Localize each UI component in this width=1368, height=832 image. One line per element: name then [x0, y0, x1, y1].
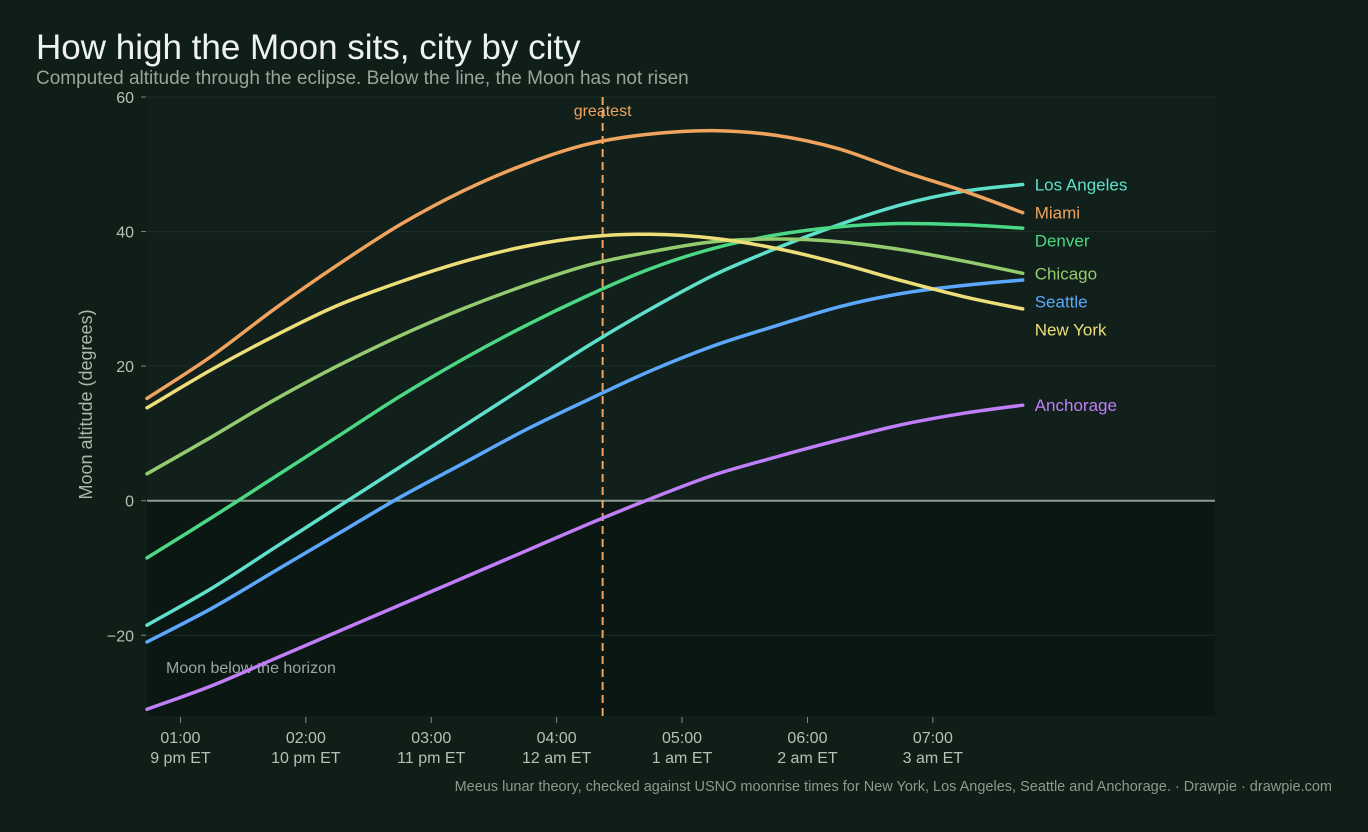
x-tick-label-utc: 05:00 — [662, 730, 702, 747]
series-label-chicago: Chicago — [1035, 264, 1097, 283]
x-tick-label-local: 12 am ET — [522, 750, 592, 767]
series-label-los-angeles: Los Angeles — [1035, 175, 1128, 194]
x-tick-label-local: 2 am ET — [777, 750, 838, 767]
series-label-anchorage: Anchorage — [1035, 396, 1117, 415]
x-tick-label-utc: 07:00 — [913, 730, 953, 747]
y-axis-title: Moon altitude (degrees) — [76, 309, 96, 499]
x-tick-label-local: 3 am ET — [903, 750, 964, 767]
series-label-miami: Miami — [1035, 204, 1080, 223]
x-tick-label-utc: 04:00 — [537, 730, 577, 747]
x-tick-label-local: 9 pm ET — [150, 750, 211, 767]
series-line-anchorage — [145, 403, 1025, 712]
below-horizon-band — [147, 500, 1215, 716]
y-tick-label: −20 — [107, 628, 134, 645]
series-label-new-york: New York — [1035, 320, 1107, 339]
source-credit: Meeus lunar theory, checked against USNO… — [454, 779, 1332, 795]
x-tick-label-utc: 03:00 — [411, 730, 451, 747]
series-line-chicago — [145, 237, 1025, 476]
chart-subtitle: Computed altitude through the eclipse. B… — [36, 68, 689, 89]
series-line-seattle — [145, 278, 1025, 644]
y-tick-label: 0 — [125, 494, 134, 511]
x-tick-label-local: 1 am ET — [652, 750, 713, 767]
series-line-new-york — [145, 232, 1025, 410]
x-tick-label-local: 10 pm ET — [271, 750, 341, 767]
y-tick-label: 20 — [116, 359, 134, 376]
greatest-eclipse-label: greatest — [574, 103, 632, 120]
series-line-los-angeles — [145, 182, 1025, 627]
series-label-denver: Denver — [1035, 232, 1090, 251]
y-tick-label: 40 — [116, 225, 134, 242]
x-tick-label-utc: 06:00 — [787, 730, 827, 747]
x-tick-label-utc: 02:00 — [286, 730, 326, 747]
series-label-seattle: Seattle — [1035, 292, 1088, 311]
y-tick-label: 60 — [116, 90, 134, 107]
chart-title: How high the Moon sits, city by city — [36, 28, 581, 67]
series-line-miami — [145, 128, 1025, 401]
x-tick-label-local: 11 pm ET — [397, 750, 465, 767]
x-tick-label-utc: 01:00 — [160, 730, 200, 747]
series-line-denver — [145, 221, 1025, 560]
